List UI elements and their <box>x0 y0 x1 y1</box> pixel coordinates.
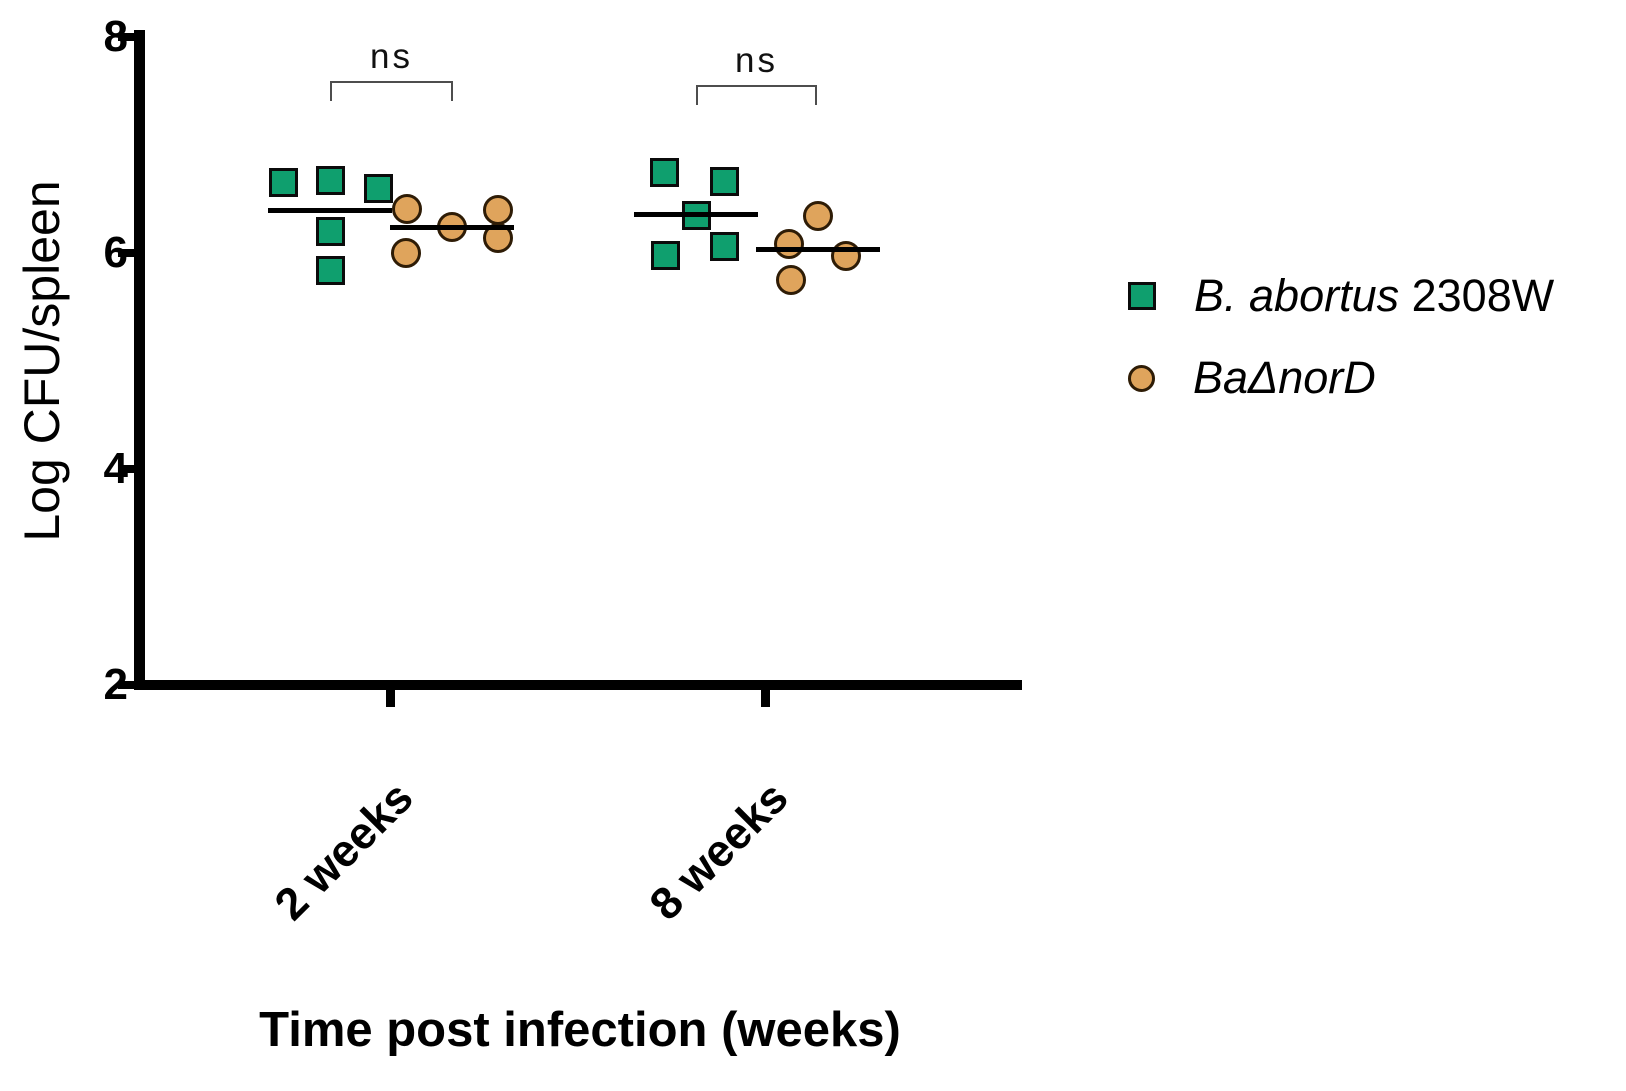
ns-label-8-weeks: ns <box>735 41 778 80</box>
x-axis-title: Time post infection (weeks) <box>259 1003 901 1057</box>
y-tick-2 <box>118 681 135 689</box>
data-point-circle <box>831 241 861 272</box>
data-point-square <box>709 167 739 197</box>
data-point-square <box>650 240 680 270</box>
data-point-square <box>709 232 739 262</box>
y-tick-label-4: 4 <box>103 444 128 493</box>
x-axis-line <box>134 680 1022 690</box>
data-point-square <box>315 216 345 246</box>
data-point-circle <box>776 265 806 295</box>
y-tick-label-8: 8 <box>103 12 128 61</box>
x-category-label-8-weeks: 8 weeks <box>639 771 798 930</box>
green-square-icon <box>1128 282 1156 310</box>
data-point-square <box>268 168 298 198</box>
legend-label: BaΔnorD <box>1193 352 1376 403</box>
legend-label: B. abortus 2308W <box>1194 270 1555 321</box>
y-tick-label-2: 2 <box>103 660 128 709</box>
y-tick-4 <box>118 465 135 473</box>
data-point-circle <box>392 193 422 224</box>
data-point-square <box>315 166 345 196</box>
y-tick-8 <box>118 33 135 41</box>
tan-circle-icon <box>1128 364 1155 392</box>
mean-line <box>268 208 392 214</box>
mean-line <box>634 211 758 217</box>
data-point-square <box>649 157 679 187</box>
data-point-circle <box>483 194 513 225</box>
x-tick-2-weeks <box>386 690 395 707</box>
mean-line <box>390 224 514 230</box>
y-tick-6 <box>118 249 135 257</box>
legend-item-ba-nord: BaΔnorD <box>1128 352 1554 404</box>
ns-bracket-2-weeks: ns <box>330 37 453 101</box>
data-point-circle <box>803 201 833 232</box>
y-tick-label-6: 6 <box>103 228 128 277</box>
y-axis-line <box>134 30 145 690</box>
data-point-square <box>315 255 345 285</box>
legend: B. abortus 2308W BaΔnorD <box>1128 270 1554 434</box>
ns-bracket-8-weeks: ns <box>696 41 817 105</box>
data-point-square <box>363 173 393 203</box>
ns-label-2-weeks: ns <box>370 37 413 76</box>
data-point-circle <box>391 238 421 268</box>
mean-line <box>756 247 880 253</box>
x-category-label-2-weeks: 2 weeks <box>264 771 423 930</box>
legend-item-b-abortus-2308w: B. abortus 2308W <box>1128 270 1554 322</box>
data-point-circle <box>774 229 804 260</box>
y-axis-title: Log CFU/spleen <box>14 180 70 542</box>
x-tick-8-weeks <box>761 690 770 707</box>
